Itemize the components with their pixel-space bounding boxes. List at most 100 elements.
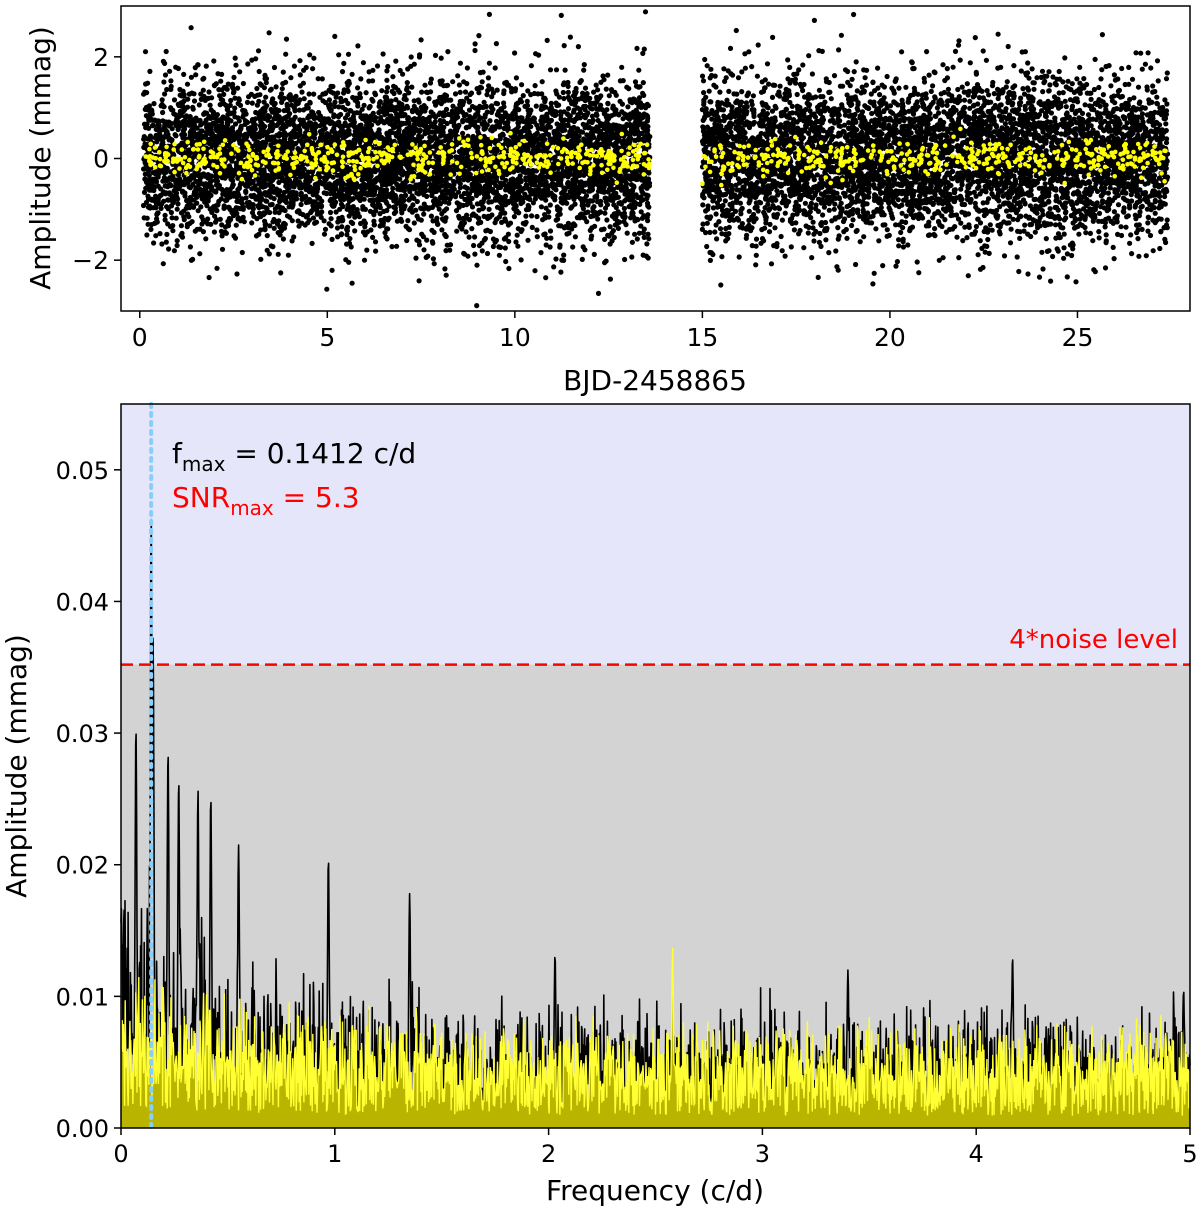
raw-light-curve-point bbox=[810, 219, 816, 225]
raw-light-curve-point bbox=[1137, 106, 1143, 112]
raw-light-curve-point bbox=[591, 251, 597, 257]
raw-light-curve-point bbox=[960, 238, 966, 244]
raw-light-curve-point bbox=[640, 90, 646, 96]
raw-light-curve-point bbox=[1069, 252, 1075, 259]
raw-light-curve-point bbox=[502, 245, 508, 251]
raw-light-curve-point bbox=[954, 234, 960, 240]
raw-light-curve-point bbox=[778, 233, 784, 240]
raw-light-curve-point bbox=[646, 236, 652, 242]
raw-light-curve-point bbox=[547, 228, 554, 234]
raw-light-curve-point bbox=[1096, 235, 1102, 241]
raw-light-curve-point bbox=[1118, 224, 1124, 230]
raw-light-curve-point bbox=[528, 63, 535, 69]
raw-light-curve-point bbox=[1096, 84, 1102, 91]
raw-light-curve-point bbox=[721, 66, 727, 72]
raw-light-curve-point bbox=[418, 37, 424, 43]
raw-light-curve-point bbox=[609, 88, 615, 94]
raw-light-curve-point bbox=[170, 223, 176, 229]
raw-light-curve-point bbox=[1050, 253, 1056, 260]
raw-light-curve-point bbox=[548, 100, 554, 106]
raw-light-curve-point bbox=[875, 65, 881, 71]
raw-light-curve-point bbox=[538, 250, 544, 256]
raw-light-curve-point bbox=[1067, 97, 1073, 103]
raw-light-curve-point bbox=[1111, 256, 1117, 262]
raw-light-curve-point bbox=[332, 33, 338, 40]
raw-light-curve-point bbox=[501, 100, 507, 106]
raw-light-curve-point bbox=[1111, 209, 1117, 215]
raw-light-curve-point bbox=[1085, 112, 1092, 118]
raw-light-curve-point bbox=[818, 243, 824, 249]
raw-light-curve-point bbox=[1003, 208, 1010, 214]
raw-light-curve-point bbox=[406, 227, 413, 233]
raw-light-curve-point bbox=[896, 85, 902, 91]
raw-light-curve-point bbox=[422, 82, 428, 88]
raw-light-curve-point bbox=[485, 215, 491, 221]
raw-light-curve-point bbox=[754, 179, 760, 185]
raw-light-curve-point bbox=[1143, 253, 1149, 259]
raw-light-curve-point bbox=[162, 91, 168, 97]
raw-light-curve-point bbox=[943, 229, 950, 235]
raw-light-curve-point bbox=[702, 56, 708, 63]
raw-light-curve-point bbox=[636, 67, 642, 73]
raw-light-curve-point bbox=[1088, 96, 1094, 102]
raw-light-curve-point bbox=[318, 214, 324, 220]
raw-light-curve-point bbox=[273, 84, 279, 90]
raw-light-curve-point bbox=[713, 222, 719, 228]
raw-light-curve-point bbox=[485, 75, 491, 81]
raw-light-curve-point bbox=[850, 217, 856, 223]
raw-light-curve-point bbox=[938, 91, 944, 97]
raw-light-curve-point bbox=[556, 102, 562, 108]
raw-light-curve-point bbox=[199, 214, 205, 220]
raw-light-curve-point bbox=[523, 213, 529, 219]
raw-light-curve-point bbox=[955, 42, 962, 48]
raw-light-curve-point bbox=[779, 248, 785, 254]
raw-light-curve-point bbox=[363, 90, 369, 96]
raw-light-curve-point bbox=[188, 25, 194, 31]
raw-light-curve-point bbox=[644, 196, 650, 202]
raw-light-curve-point bbox=[329, 267, 335, 273]
raw-light-curve-point bbox=[615, 225, 622, 231]
raw-light-curve-point bbox=[1135, 84, 1142, 90]
raw-light-curve-point bbox=[1042, 181, 1048, 187]
raw-light-curve-point bbox=[562, 67, 568, 73]
raw-light-curve-point bbox=[501, 88, 507, 94]
raw-light-curve-point bbox=[511, 214, 517, 220]
raw-light-curve-point bbox=[811, 238, 817, 244]
raw-light-curve-point bbox=[813, 202, 819, 208]
raw-light-curve-point bbox=[1154, 58, 1161, 64]
raw-light-curve-point bbox=[355, 85, 361, 91]
raw-light-curve-point bbox=[1099, 31, 1105, 38]
raw-light-curve-point bbox=[205, 216, 211, 222]
raw-light-curve-point bbox=[288, 75, 294, 81]
raw-light-curve-point bbox=[844, 235, 850, 241]
raw-light-curve-point bbox=[805, 230, 811, 236]
raw-light-curve-point bbox=[519, 82, 525, 88]
raw-light-curve-point bbox=[572, 234, 579, 240]
raw-light-curve-point bbox=[774, 241, 780, 247]
raw-light-curve-point bbox=[214, 265, 220, 271]
raw-light-curve-point bbox=[717, 226, 724, 232]
raw-light-curve-point bbox=[553, 88, 559, 94]
raw-light-curve-point bbox=[1153, 218, 1160, 224]
raw-light-curve-point bbox=[746, 49, 752, 55]
raw-light-curve-point bbox=[1090, 238, 1096, 244]
raw-light-curve-point bbox=[499, 219, 505, 225]
raw-light-curve-point bbox=[1048, 278, 1054, 284]
raw-light-curve-point bbox=[1145, 228, 1151, 234]
raw-light-curve-point bbox=[644, 241, 650, 247]
raw-light-curve-point bbox=[710, 205, 717, 211]
raw-light-curve-point bbox=[1062, 55, 1068, 61]
raw-light-curve-point bbox=[1093, 117, 1099, 123]
raw-light-curve-point bbox=[1154, 94, 1160, 100]
raw-light-curve-point bbox=[777, 83, 783, 89]
raw-light-curve-point bbox=[404, 237, 410, 244]
raw-light-curve-point bbox=[782, 253, 788, 259]
raw-light-curve-point bbox=[898, 229, 904, 236]
raw-light-curve-point bbox=[547, 244, 553, 250]
raw-light-curve-point bbox=[162, 72, 169, 78]
raw-light-curve-point bbox=[543, 242, 549, 248]
raw-light-curve-point bbox=[1070, 246, 1076, 252]
raw-light-curve-point bbox=[1082, 102, 1088, 108]
raw-light-curve-point bbox=[257, 92, 263, 98]
raw-light-curve-point bbox=[592, 223, 598, 229]
